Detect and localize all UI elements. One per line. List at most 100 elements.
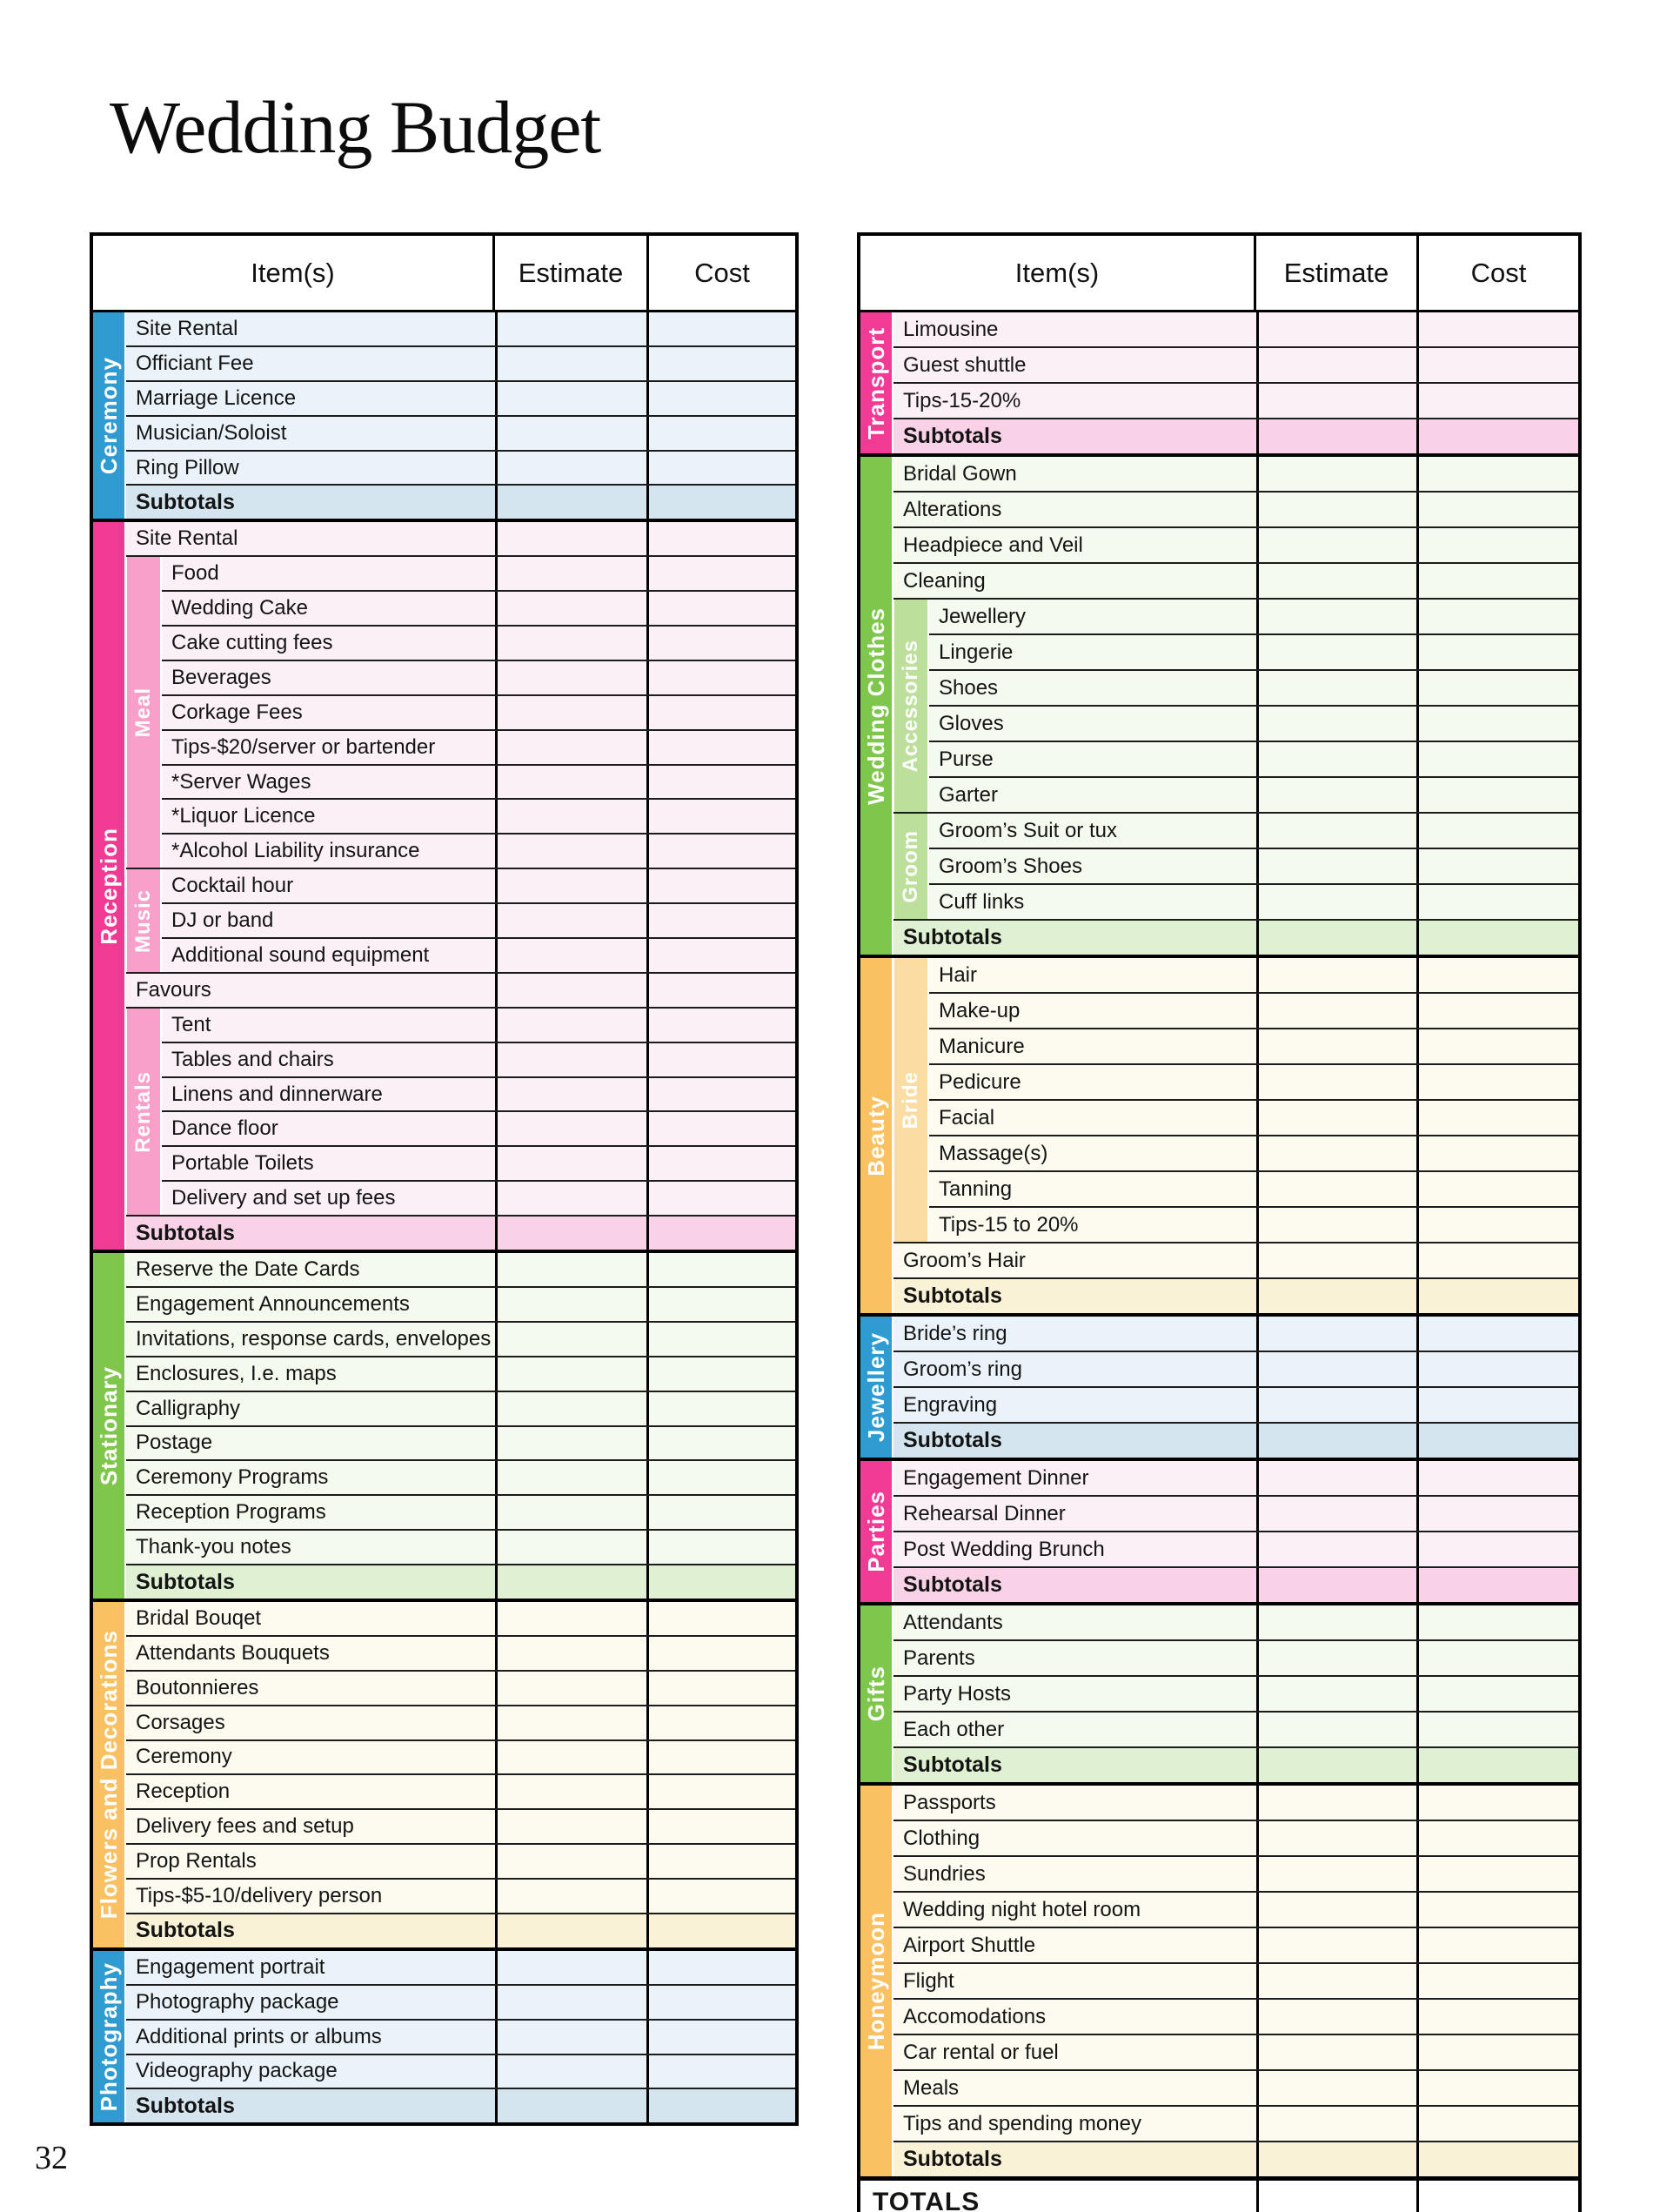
item-cell: Postage: [126, 1426, 498, 1460]
cost-cell: [1419, 958, 1578, 992]
cost-cell: [1419, 2142, 1578, 2176]
cost-cell: [649, 1253, 795, 1286]
estimate-cell: [498, 1426, 649, 1460]
table-row-subtotals: Subtotals: [893, 2142, 1578, 2176]
section-label-text: Jewellery: [862, 1331, 889, 1443]
cost-cell: [649, 1951, 795, 1984]
cost-cell: [649, 1565, 795, 1599]
estimate-cell: [498, 695, 649, 729]
estimate-cell: [1259, 1641, 1419, 1675]
item-cell: Subtotals: [893, 2142, 1259, 2176]
subgroup-rows: Food Wedding Cake Cake cutting fees Beverag…: [162, 557, 795, 868]
subtotal-group: Subtotals: [893, 1568, 1578, 1602]
cost-cell: [649, 2089, 795, 2122]
estimate-cell: [498, 312, 649, 345]
estimate-cell: [498, 1287, 649, 1321]
estimate-cell: [1259, 1497, 1419, 1531]
cost-cell: [649, 1602, 795, 1635]
item-cell: Groom’s Suit or tux: [929, 814, 1259, 848]
cost-cell: [1419, 419, 1578, 453]
estimate-cell: [1259, 1101, 1419, 1135]
subtotal-group: Subtotals: [126, 1565, 795, 1599]
estimate-cell: [1259, 849, 1419, 883]
table-row: Attendants Bouquets: [126, 1636, 795, 1672]
estimate-cell: [1259, 635, 1419, 669]
table-row: Officiant Fee: [126, 346, 795, 382]
cost-cell: [1419, 2181, 1578, 2212]
estimate-cell: [498, 1008, 649, 1042]
cost-cell: [1419, 1821, 1578, 1855]
section-label-text: Photography: [95, 1961, 122, 2112]
cost-cell: [1419, 814, 1578, 848]
item-cell: Boutonnieres: [126, 1671, 498, 1705]
estimate-cell: [498, 1845, 649, 1879]
item-cell: Purse: [929, 742, 1259, 776]
estimate-cell: [498, 1357, 649, 1391]
table-row: Wedding Cake: [162, 592, 795, 627]
item-cell: DJ or band: [162, 904, 498, 938]
section-label-text: Wedding Clothes: [862, 607, 889, 805]
item-cell: Passports: [893, 1786, 1259, 1820]
section-rows: Bride’s ring Groom’s ring Engraving Subtota…: [893, 1317, 1578, 1458]
cost-cell: [649, 696, 795, 729]
section-label-parties: Parties: [860, 1461, 893, 1602]
item-cell: Attendants Bouquets: [126, 1636, 498, 1670]
subgroup-bride: Bride Hair Make-up Manicure Pedicure Facial Ma…: [893, 958, 1578, 1243]
subgroup-groom: Groom Groom’s Suit or tux Groom’s Shoes Cuf…: [893, 814, 1578, 921]
item-cell: Reserve the Date Cards: [126, 1253, 498, 1286]
subgroup-label-text: Music: [131, 888, 155, 953]
item-cell: Accomodations: [893, 2000, 1259, 2034]
cost-cell: [649, 869, 795, 902]
cost-cell: [1419, 1928, 1578, 1962]
section-label-stationary: Stationary: [93, 1253, 126, 1599]
subtotal-group: Subtotals: [893, 1279, 1578, 1313]
table-row: Wedding night hotel room: [893, 1893, 1578, 1928]
table-row: Beverages: [162, 660, 795, 696]
subgroup-label-accessories: Accessories: [893, 600, 929, 812]
item-cell: Tent: [162, 1008, 498, 1042]
table-row: Site Rental: [126, 522, 795, 556]
section-label-text: Flowers and Decorations: [95, 1630, 122, 1920]
item-cell: Portable Toilets: [162, 1147, 498, 1181]
item-cell: Thank-you notes: [126, 1531, 498, 1565]
item-cell: Bridal Bouqet: [126, 1601, 498, 1635]
table-row: Tips and spending money: [893, 2107, 1578, 2141]
cost-cell: [1419, 1388, 1578, 1422]
item-cell: Facial: [929, 1101, 1259, 1135]
estimate-cell: [498, 660, 649, 694]
item-group: Passports Clothing Sundries Wedding night h…: [893, 1786, 1578, 2142]
table-row: Delivery fees and setup: [126, 1810, 795, 1846]
table-row: Groom’s ring: [893, 1352, 1578, 1388]
table-row: Cake cutting fees: [162, 627, 795, 661]
subgroup-label-text: Meal: [131, 687, 155, 738]
item-cell: Post Wedding Brunch: [893, 1532, 1259, 1566]
cost-cell: [1419, 312, 1578, 346]
item-cell: Groom’s Hair: [893, 1243, 1259, 1277]
item-cell: *Liquor Licence: [162, 800, 498, 834]
cost-cell: [1419, 493, 1578, 526]
estimate-cell: [1259, 707, 1419, 741]
table-row: DJ or band: [162, 904, 795, 940]
table-row: Engagement portrait: [126, 1950, 795, 1986]
item-cell: Cake cutting fees: [162, 627, 498, 660]
page-title: Wedding Budget: [110, 85, 601, 169]
cost-cell: [1419, 1424, 1578, 1458]
section-label-flowers-and-decorations: Flowers and Decorations: [93, 1601, 126, 1947]
estimate-cell: [1259, 994, 1419, 1028]
estimate-cell: [498, 1601, 649, 1635]
section-label-text: Gifts: [862, 1666, 889, 1722]
estimate-cell: [1259, 2142, 1419, 2176]
subgroup-label-bride: Bride: [893, 958, 929, 1242]
estimate-cell: [1259, 1136, 1419, 1170]
item-cell: Delivery and set up fees: [162, 1182, 498, 1216]
item-group: Limousine Guest shuttle Tips-15-20%: [893, 312, 1578, 419]
column-header-estimate: Estimate: [495, 236, 649, 310]
subgroup-label-text: Accessories: [899, 639, 922, 773]
table-row: Engagement Announcements: [126, 1287, 795, 1323]
item-group: Reserve the Date Cards Engagement Announc…: [126, 1253, 795, 1566]
cost-cell: [1419, 1243, 1578, 1277]
item-cell: Parents: [893, 1641, 1259, 1675]
item-cell: Videography package: [126, 2054, 498, 2088]
item-cell: Pedicure: [929, 1065, 1259, 1099]
item-cell: Ceremony Programs: [126, 1461, 498, 1495]
